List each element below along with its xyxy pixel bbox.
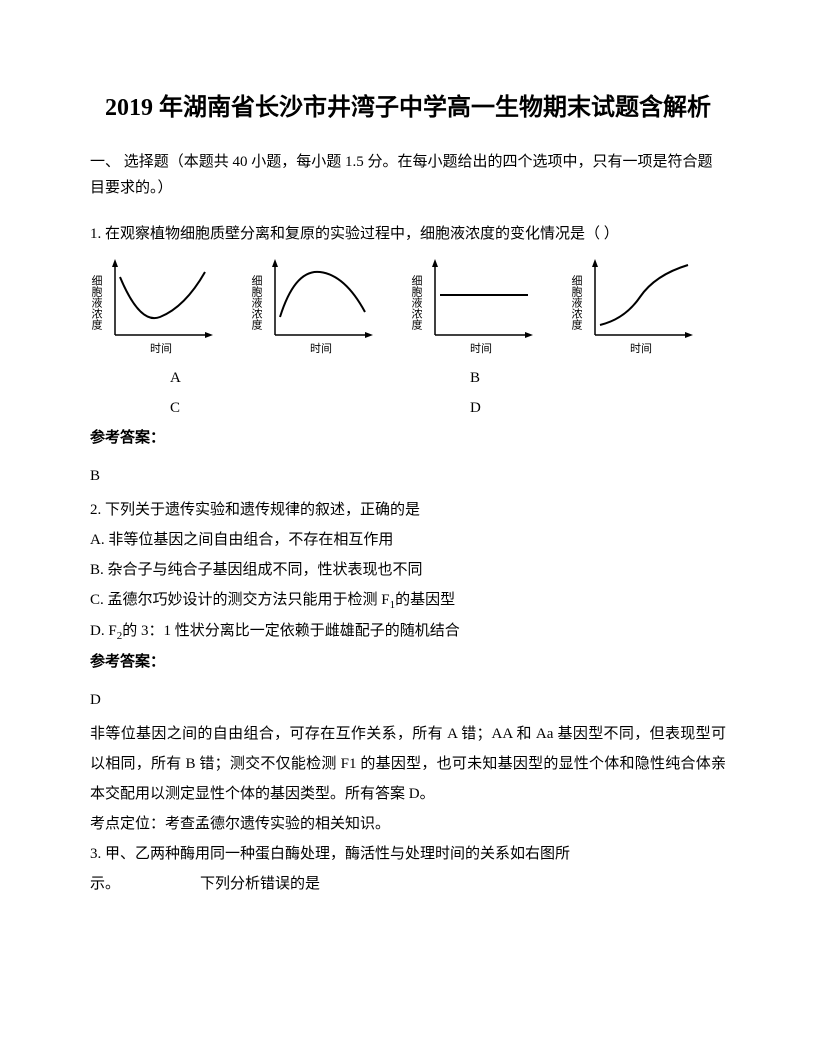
svg-text:时间: 时间 [150,342,172,355]
question-3: 3. 甲、乙两种酶用同一种蛋白酶处理，酶活性与处理时间的关系如右图所 示。下列分… [90,839,726,899]
q2-answer: D [90,685,726,715]
q1-opts-row1: A B [90,363,726,393]
svg-text:细胞液浓度: 细胞液浓度 [90,275,103,331]
q1-opt-b: B [470,363,480,393]
q1-opts-row2: C D [90,393,726,423]
q1-opt-d: D [470,393,481,423]
q1-charts: 细胞液浓度 时间 细胞液浓度 时间 细胞 [90,257,726,357]
q1-opt-c: C [170,393,470,423]
question-2: 2. 下列关于遗传实验和遗传规律的叙述，正确的是 A. 非等位基因之间自由组合，… [90,495,726,839]
page-title: 2019 年湖南省长沙市井湾子中学高一生物期末试题含解析 [90,90,726,126]
q1-opt-a: A [170,363,470,393]
q2-opt-d: D. F2的 3：1 性状分离比一定依赖于雌雄配子的随机结合 [90,616,726,647]
q3-line1: 3. 甲、乙两种酶用同一种蛋白酶处理，酶活性与处理时间的关系如右图所 [90,839,726,869]
q2-note: 考点定位：考查孟德尔遗传实验的相关知识。 [90,809,726,839]
chart-b: 细胞液浓度 时间 [250,257,380,357]
svg-text:细胞液浓度: 细胞液浓度 [570,275,583,331]
q2-opt-c: C. 孟德尔巧妙设计的测交方法只能用于检测 F1的基因型 [90,585,726,616]
q2-text: 2. 下列关于遗传实验和遗传规律的叙述，正确的是 [90,495,726,525]
q3-line2: 示。下列分析错误的是 [90,869,726,899]
q2-explain: 非等位基因之间的自由组合，可存在互作关系，所有 A 错；AA 和 Aa 基因型不… [90,719,726,809]
q1-answer-label: 参考答案： [90,423,726,453]
svg-text:时间: 时间 [630,342,652,355]
q2-opt-a: A. 非等位基因之间自由组合，不存在相互作用 [90,525,726,555]
q2-opt-b: B. 杂合子与纯合子基因组成不同，性状表现也不同 [90,555,726,585]
chart-a: 细胞液浓度 时间 [90,257,220,357]
q2-answer-label: 参考答案： [90,647,726,677]
svg-text:细胞液浓度: 细胞液浓度 [250,275,263,331]
question-1: 1. 在观察植物细胞质壁分离和复原的实验过程中，细胞液浓度的变化情况是（ ） 细… [90,219,726,491]
q1-answer: B [90,461,726,491]
chart-d: 细胞液浓度 时间 [570,257,700,357]
section-heading: 一、 选择题（本题共 40 小题，每小题 1.5 分。在每小题给出的四个选项中，… [90,150,726,201]
svg-text:时间: 时间 [310,342,332,355]
svg-text:细胞液浓度: 细胞液浓度 [410,275,423,331]
svg-text:时间: 时间 [470,342,492,355]
q1-text: 1. 在观察植物细胞质壁分离和复原的实验过程中，细胞液浓度的变化情况是（ ） [90,219,726,249]
chart-c: 细胞液浓度 时间 [410,257,540,357]
